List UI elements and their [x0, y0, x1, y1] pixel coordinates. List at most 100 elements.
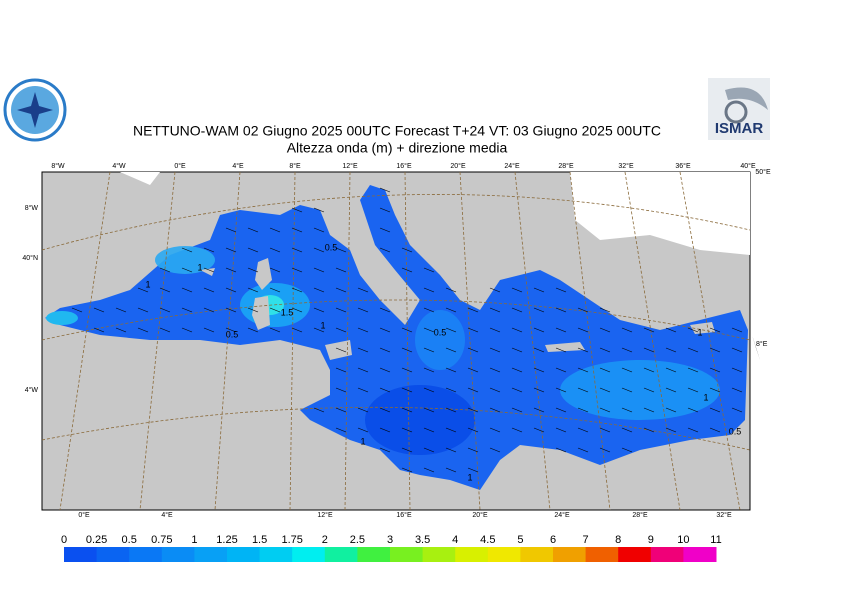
direction-arrow — [335, 327, 347, 333]
direction-arrow — [291, 247, 303, 253]
direction-arrow — [335, 247, 347, 253]
direction-arrow — [423, 447, 435, 453]
direction-arrow — [137, 307, 149, 313]
direction-arrow — [313, 227, 325, 233]
colorbar-label: 8 — [615, 534, 621, 546]
colorbar-label: 1.25 — [216, 534, 237, 546]
direction-arrow — [643, 407, 655, 413]
direction-arrow — [511, 327, 523, 333]
direction-arrow — [511, 307, 523, 313]
direction-arrow — [313, 267, 325, 273]
lon-label: 16°E — [396, 162, 412, 170]
direction-arrow — [357, 327, 369, 333]
direction-arrow — [643, 427, 655, 433]
direction-arrow — [335, 427, 347, 433]
direction-arrow — [445, 287, 457, 293]
direction-arrow — [489, 367, 501, 373]
contour-label: 1.5 — [281, 307, 294, 317]
colorbar-label: 2.5 — [350, 534, 365, 546]
direction-arrow — [247, 247, 259, 253]
direction-arrow — [621, 427, 633, 433]
contour-label: 0.5 — [325, 242, 338, 252]
direction-arrow — [511, 287, 523, 293]
direction-arrow — [291, 287, 303, 293]
direction-arrow — [401, 267, 413, 273]
direction-arrow — [489, 387, 501, 393]
lat-label: 8°W — [25, 204, 39, 212]
direction-arrow — [401, 467, 413, 473]
direction-arrow — [687, 427, 699, 433]
lat-label: 40°N — [22, 254, 38, 262]
direction-arrow — [93, 327, 105, 333]
direction-arrow — [467, 327, 479, 333]
direction-arrow — [643, 387, 655, 393]
direction-arrow — [357, 347, 369, 353]
direction-arrow — [731, 407, 743, 413]
lon-label: 40°E — [740, 162, 756, 170]
lon-label: 8°E — [289, 162, 301, 170]
colorbar-label: 0 — [61, 534, 67, 546]
direction-arrow — [269, 227, 281, 233]
direction-arrow — [203, 327, 215, 333]
lon-label: 4°W — [112, 162, 126, 170]
black-sea-mask — [570, 172, 750, 255]
subtitle: Altezza onda (m) + direzione media — [287, 140, 508, 156]
title: NETTUNO-WAM 02 Giugno 2025 00UTC Forecas… — [133, 123, 661, 139]
direction-arrow — [665, 427, 677, 433]
direction-arrow — [71, 307, 83, 313]
colorbar-label: 0.5 — [122, 534, 137, 546]
direction-arrow — [731, 387, 743, 393]
direction-arrow — [599, 307, 611, 313]
direction-arrow — [357, 367, 369, 373]
contour-label: 0.5 — [729, 426, 742, 436]
direction-arrow — [555, 407, 567, 413]
direction-arrow — [203, 287, 215, 293]
logo-text: ISMAR — [715, 120, 764, 137]
direction-arrow — [445, 427, 457, 433]
direction-arrow — [467, 347, 479, 353]
direction-arrow — [335, 267, 347, 273]
direction-arrow — [599, 367, 611, 373]
direction-arrow — [731, 347, 743, 353]
direction-arrow — [709, 367, 721, 373]
direction-arrow — [423, 427, 435, 433]
contour-label: 1 — [467, 472, 472, 482]
direction-arrow — [621, 327, 633, 333]
direction-arrow — [467, 407, 479, 413]
direction-arrow — [335, 387, 347, 393]
colorbar-label: 5 — [517, 534, 523, 546]
direction-arrow — [467, 307, 479, 313]
direction-arrow — [159, 327, 171, 333]
direction-arrow — [379, 387, 391, 393]
direction-arrow — [533, 347, 545, 353]
direction-arrow — [401, 347, 413, 353]
direction-arrow — [489, 347, 501, 353]
direction-arrow — [709, 347, 721, 353]
direction-arrow — [379, 207, 391, 213]
direction-arrow — [269, 267, 281, 273]
direction-arrow — [269, 327, 281, 333]
direction-arrow — [423, 387, 435, 393]
direction-arrow — [511, 407, 523, 413]
direction-arrow — [203, 267, 215, 273]
direction-arrow — [577, 407, 589, 413]
colorbar-swatch — [161, 547, 195, 562]
direction-arrow — [401, 247, 413, 253]
direction-arrow — [467, 387, 479, 393]
direction-arrow — [709, 327, 721, 333]
direction-arrow — [687, 367, 699, 373]
colorbar-label: 1.5 — [252, 534, 267, 546]
direction-arrow — [445, 347, 457, 353]
direction-arrow — [269, 247, 281, 253]
lat-label: 8°E — [756, 340, 768, 348]
direction-arrow — [335, 307, 347, 313]
direction-arrow — [247, 287, 259, 293]
direction-arrow — [643, 367, 655, 373]
direction-arrow — [313, 407, 325, 413]
direction-arrow — [225, 227, 237, 233]
direction-arrow — [247, 307, 259, 313]
direction-arrow — [511, 427, 523, 433]
direction-arrow — [225, 287, 237, 293]
direction-arrow — [379, 367, 391, 373]
